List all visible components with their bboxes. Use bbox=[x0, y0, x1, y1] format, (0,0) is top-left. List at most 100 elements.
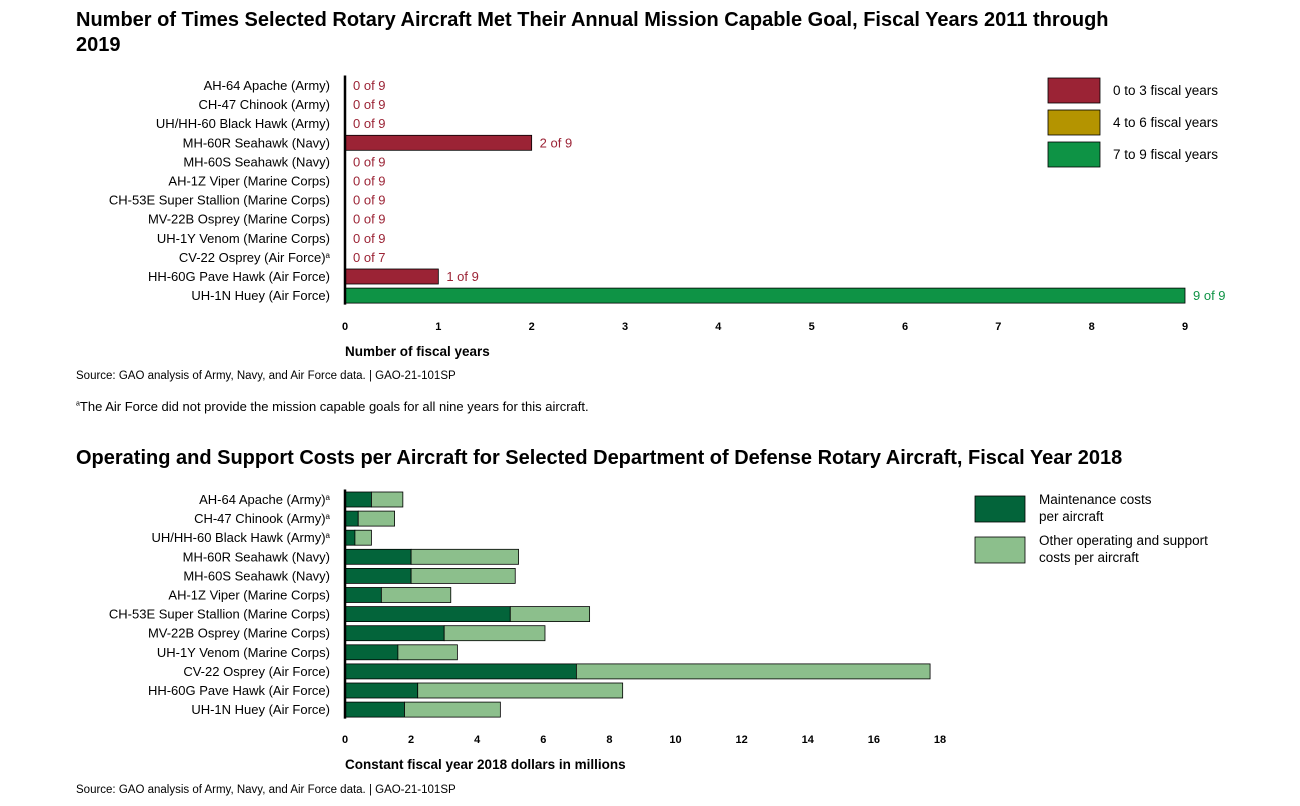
bar-other-costs bbox=[397, 644, 458, 661]
data-label: 0 of 9 bbox=[353, 212, 386, 227]
bar-maintenance bbox=[344, 529, 356, 546]
x-tick-label: 7 bbox=[995, 321, 1001, 333]
x-tick-label: 2 bbox=[408, 734, 414, 746]
legend-swatch bbox=[1047, 109, 1101, 136]
bar-other-costs bbox=[509, 606, 591, 622]
bar-maintenance bbox=[344, 682, 419, 699]
x-tick-label: 10 bbox=[669, 734, 681, 746]
x-axis-title: Constant fiscal year 2018 dollars in mil… bbox=[345, 757, 626, 772]
legend-swatch bbox=[1047, 77, 1101, 104]
data-label: 0 of 9 bbox=[353, 174, 386, 189]
x-tick-label: 0 bbox=[342, 321, 348, 333]
data-label: 0 of 9 bbox=[353, 154, 386, 169]
bar-other-costs bbox=[575, 663, 931, 680]
category-label: CH-47 Chinook (Army)a bbox=[194, 511, 330, 526]
bar-other-costs bbox=[354, 529, 372, 546]
x-tick-label: 6 bbox=[540, 734, 546, 746]
x-tick-label: 9 bbox=[1182, 321, 1188, 333]
x-tick-label: 3 bbox=[622, 321, 628, 333]
category-label: MH-60S Seahawk (Navy) bbox=[183, 568, 330, 583]
category-label: UH/HH-60 Black Hawk (Army)a bbox=[151, 530, 330, 545]
category-label: AH-1Z Viper (Marine Corps) bbox=[168, 174, 330, 189]
category-label: MH-60R Seahawk (Navy) bbox=[183, 549, 330, 564]
bar-other-costs bbox=[417, 682, 624, 699]
legend-label: 4 to 6 fiscal years bbox=[1113, 115, 1218, 130]
category-label: UH-1Y Venom (Marine Corps) bbox=[157, 231, 330, 246]
x-tick-label: 6 bbox=[902, 321, 908, 333]
data-label: 0 of 9 bbox=[353, 231, 386, 246]
bar-maintenance bbox=[344, 606, 511, 622]
legend-label: Maintenance costs per aircraft bbox=[1039, 492, 1152, 524]
x-tick-label: 14 bbox=[802, 734, 815, 746]
category-label: UH/HH-60 Black Hawk (Army) bbox=[156, 116, 330, 131]
x-tick-label: 0 bbox=[342, 734, 348, 746]
category-label: MV-22B Osprey (Marine Corps) bbox=[148, 626, 330, 641]
legend-swatch bbox=[974, 495, 1026, 523]
data-label: 0 of 7 bbox=[353, 250, 386, 265]
legend-label: 0 to 3 fiscal years bbox=[1113, 83, 1218, 98]
x-axis-title: Number of fiscal years bbox=[345, 344, 490, 359]
data-label: 2 of 9 bbox=[540, 135, 573, 150]
x-tick-label: 18 bbox=[934, 734, 946, 746]
category-label: UH-1N Huey (Air Force) bbox=[191, 702, 330, 717]
data-label: 1 of 9 bbox=[446, 269, 479, 284]
category-label: CH-53E Super Stallion (Marine Corps) bbox=[109, 193, 330, 208]
bar-maintenance bbox=[344, 587, 382, 603]
x-tick-label: 16 bbox=[868, 734, 880, 746]
category-label: MH-60S Seahawk (Navy) bbox=[183, 154, 330, 169]
data-label: 0 of 9 bbox=[353, 78, 386, 93]
x-tick-label: 1 bbox=[435, 321, 441, 333]
bar-maintenance bbox=[344, 568, 412, 584]
chart1-source: Source: GAO analysis of Army, Navy, and … bbox=[76, 370, 456, 382]
category-label: MV-22B Osprey (Marine Corps) bbox=[148, 212, 330, 227]
category-label: HH-60G Pave Hawk (Air Force) bbox=[148, 269, 330, 284]
chart2-title: Operating and Support Costs per Aircraft… bbox=[76, 447, 1123, 469]
x-tick-label: 8 bbox=[606, 734, 612, 746]
category-label: CH-53E Super Stallion (Marine Corps) bbox=[109, 607, 330, 622]
footnote-marker: a bbox=[76, 400, 80, 408]
bar-maintenance bbox=[344, 510, 359, 527]
bar-other-costs bbox=[410, 568, 516, 584]
x-tick-label: 12 bbox=[736, 734, 748, 746]
x-tick-label: 5 bbox=[809, 321, 815, 333]
category-label: AH-1Z Viper (Marine Corps) bbox=[168, 588, 330, 603]
chart1-footnote: aThe Air Force did not provide the missi… bbox=[76, 399, 589, 414]
chart1-title: Number of Times Selected Rotary Aircraft… bbox=[76, 9, 1109, 56]
category-label: MH-60R Seahawk (Navy) bbox=[183, 135, 330, 150]
legend-swatch bbox=[1047, 141, 1101, 168]
bar-other-costs bbox=[443, 625, 546, 642]
bar-maintenance bbox=[344, 491, 372, 508]
bar-other-costs bbox=[404, 701, 501, 718]
chart2-source: Source: GAO analysis of Army, Navy, and … bbox=[76, 784, 456, 796]
bar-other-costs bbox=[410, 548, 519, 565]
x-tick-label: 8 bbox=[1089, 321, 1095, 333]
data-label: 0 of 9 bbox=[353, 97, 386, 112]
x-tick-label: 2 bbox=[529, 321, 535, 333]
legend-label: 7 to 9 fiscal years bbox=[1113, 147, 1218, 162]
data-label: 9 of 9 bbox=[1193, 288, 1226, 303]
category-label: AH-64 Apache (Army)a bbox=[199, 492, 330, 507]
footnote-text: The Air Force did not provide the missio… bbox=[79, 399, 589, 414]
data-label: 0 of 9 bbox=[353, 116, 386, 131]
legend-label: Other operating and support costs per air… bbox=[1039, 533, 1208, 565]
x-tick-label: 4 bbox=[715, 321, 722, 333]
category-label: HH-60G Pave Hawk (Air Force) bbox=[148, 683, 330, 698]
bar-other-costs bbox=[380, 587, 452, 603]
legend-swatch bbox=[974, 536, 1026, 564]
bar-maintenance bbox=[344, 663, 577, 680]
category-label: CV-22 Osprey (Air Force) bbox=[183, 664, 330, 679]
bar-other-costs bbox=[371, 491, 404, 508]
category-label: UH-1N Huey (Air Force) bbox=[191, 288, 330, 303]
data-label: 0 of 9 bbox=[353, 193, 386, 208]
category-label: CH-47 Chinook (Army) bbox=[199, 97, 330, 112]
x-tick-label: 4 bbox=[474, 734, 481, 746]
category-label: CV-22 Osprey (Air Force)a bbox=[179, 250, 331, 265]
bar-maintenance bbox=[344, 644, 399, 661]
bar-maintenance bbox=[344, 701, 405, 718]
bar-maintenance bbox=[344, 548, 412, 565]
category-label: UH-1Y Venom (Marine Corps) bbox=[157, 645, 330, 660]
category-label: AH-64 Apache (Army) bbox=[204, 78, 330, 93]
bar-maintenance bbox=[344, 625, 445, 642]
